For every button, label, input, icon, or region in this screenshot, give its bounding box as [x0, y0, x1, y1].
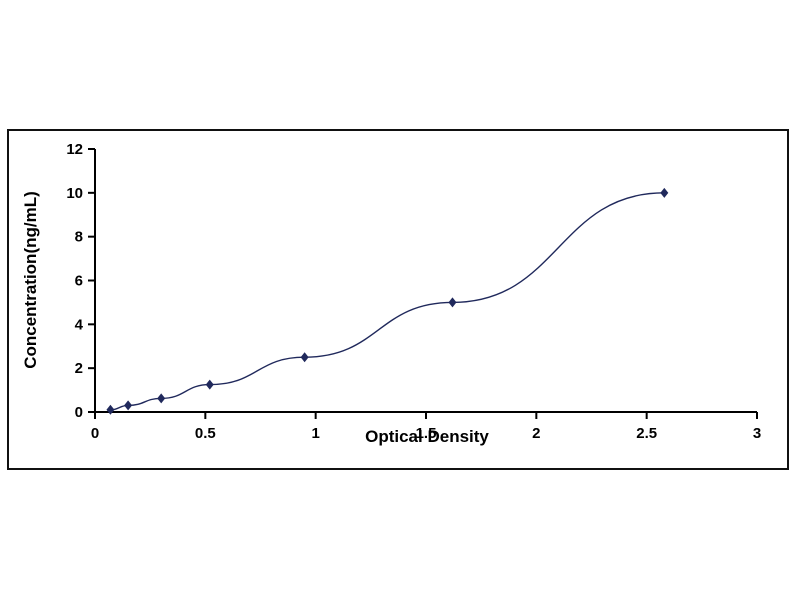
data-point-marker: [660, 187, 669, 198]
x-axis-label: Optical Density: [365, 427, 489, 446]
y-tick-label: 8: [75, 229, 83, 246]
series-line: [110, 192, 665, 411]
data-point-marker: [157, 393, 166, 404]
y-tick-label: 2: [75, 360, 83, 377]
y-axis-label: Concentration(ng/mL): [21, 191, 40, 369]
y-tick-label: 10: [66, 185, 83, 202]
y-tick-label: 6: [75, 273, 83, 290]
data-point-marker: [205, 379, 214, 390]
x-tick-label: 1.5: [416, 425, 437, 442]
y-tick-label: 4: [75, 316, 84, 333]
x-tick-label: 0: [91, 425, 99, 442]
y-tick-label: 0: [75, 404, 83, 421]
x-tick-label: 2.5: [636, 425, 657, 442]
x-tick-label: 0.5: [195, 425, 216, 442]
x-tick-label: 1: [311, 425, 319, 442]
x-tick-label: 2: [532, 425, 540, 442]
data-point-marker: [106, 404, 115, 415]
chart-frame: 0 0.5 1 1.5 2 2.5 3 0 2 4 6 8 10 12 Optical Density C…: [7, 129, 789, 470]
x-tick-label: 3: [753, 425, 761, 442]
y-tick-label: 12: [66, 141, 83, 158]
data-point-marker: [124, 400, 133, 411]
data-point-marker: [300, 352, 309, 363]
data-point-marker: [448, 297, 457, 308]
standard-curve-plot: 0 0.5 1 1.5 2 2.5 3 0 2 4 6 8 10 12: [66, 141, 761, 442]
